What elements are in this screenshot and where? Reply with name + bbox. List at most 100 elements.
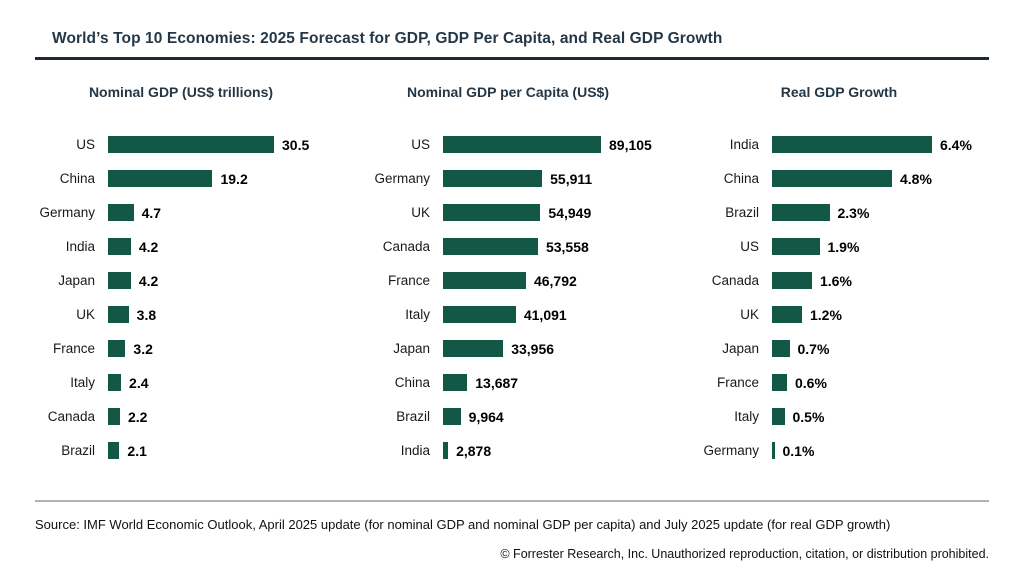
bar-rows: US 89,105 Germany 55,911 UK 54,949 Canada 53,55… bbox=[352, 128, 664, 468]
value-label: 19.2 bbox=[220, 170, 248, 187]
category-label: Brazil bbox=[725, 205, 759, 220]
category-label: Brazil bbox=[61, 443, 95, 458]
bar bbox=[443, 408, 461, 425]
bar bbox=[108, 306, 129, 323]
bar-row: UK 1.2% bbox=[689, 298, 989, 332]
value-label: 4.7 bbox=[141, 204, 162, 221]
panel-nominal-gdp: Nominal GDP (US$ trillions) US 30.5 China 1… bbox=[35, 84, 327, 468]
bar-row: India 2,878 bbox=[352, 434, 664, 468]
bar-row: France 0.6% bbox=[689, 366, 989, 400]
value-label: 2.2 bbox=[127, 408, 148, 425]
bar-row: Brazil 2.1 bbox=[35, 434, 327, 468]
bar bbox=[772, 306, 802, 323]
panel-gdp-per-capita: Nominal GDP per Capita (US$) US 89,105 Ger… bbox=[352, 84, 664, 468]
value-label: 46,792 bbox=[533, 272, 577, 289]
category-label: France bbox=[387, 273, 430, 288]
category-label: Germany bbox=[703, 443, 759, 458]
category-label: UK bbox=[76, 307, 95, 322]
value-label: 4.2 bbox=[138, 272, 159, 289]
bar bbox=[108, 442, 120, 459]
bar-row: Italy 0.5% bbox=[689, 400, 989, 434]
category-label: US bbox=[411, 137, 430, 152]
bar-row: Canada 1.6% bbox=[689, 264, 989, 298]
value-label: 6.4% bbox=[940, 136, 972, 153]
bar bbox=[443, 374, 468, 391]
category-label: Italy bbox=[405, 307, 430, 322]
category-label: Canada bbox=[711, 273, 759, 288]
bar bbox=[772, 204, 830, 221]
value-label: 54,949 bbox=[548, 204, 592, 221]
bar bbox=[108, 272, 131, 289]
page-title: World’s Top 10 Economies: 2025 Forecast … bbox=[52, 30, 723, 47]
bar bbox=[772, 272, 812, 289]
category-label: Italy bbox=[734, 409, 759, 424]
bar-row: France 3.2 bbox=[35, 332, 327, 366]
value-label: 3.8 bbox=[136, 306, 157, 323]
value-label: 33,956 bbox=[511, 340, 555, 357]
category-label: China bbox=[723, 171, 759, 186]
value-label: 55,911 bbox=[550, 170, 593, 187]
bar-row: US 30.5 bbox=[35, 128, 327, 162]
value-label: 13,687 bbox=[475, 374, 519, 391]
bar bbox=[772, 442, 775, 459]
title-divider bbox=[35, 57, 989, 60]
copyright-note: © Forrester Research, Inc. Unauthorized … bbox=[500, 546, 989, 561]
bar-row: Japan 0.7% bbox=[689, 332, 989, 366]
bar bbox=[443, 340, 504, 357]
category-label: Canada bbox=[47, 409, 95, 424]
bar bbox=[108, 170, 213, 187]
value-label: 1.2% bbox=[810, 306, 842, 323]
category-label: China bbox=[394, 375, 430, 390]
bar bbox=[443, 170, 543, 187]
bar bbox=[443, 238, 538, 255]
bar-row: Canada 2.2 bbox=[35, 400, 327, 434]
value-label: 1.6% bbox=[820, 272, 852, 289]
panel-nominal-gdp-title: Nominal GDP (US$ trillions) bbox=[88, 83, 274, 100]
value-label: 2.4 bbox=[129, 374, 149, 391]
category-label: Japan bbox=[58, 273, 95, 288]
bar-row: Germany 0.1% bbox=[689, 434, 989, 468]
category-label: Germany bbox=[374, 171, 430, 186]
bar bbox=[772, 170, 892, 187]
category-label: Germany bbox=[39, 205, 95, 220]
category-label: Japan bbox=[393, 341, 430, 356]
value-label: 2.3% bbox=[837, 204, 870, 221]
value-label: 53,558 bbox=[545, 238, 589, 255]
bar-row: India 4.2 bbox=[35, 230, 327, 264]
value-label: 2.1 bbox=[127, 442, 147, 459]
bar-row: Italy 2.4 bbox=[35, 366, 327, 400]
bar bbox=[772, 340, 790, 357]
bar bbox=[772, 238, 820, 255]
panel-real-gdp-growth-title: Real GDP Growth bbox=[780, 83, 898, 100]
value-label: 0.1% bbox=[782, 442, 815, 459]
bar bbox=[108, 204, 134, 221]
category-label: India bbox=[400, 443, 430, 458]
category-label: Japan bbox=[722, 341, 759, 356]
category-label: UK bbox=[740, 307, 759, 322]
value-label: 1.9% bbox=[827, 238, 860, 255]
bar-row: China 13,687 bbox=[352, 366, 664, 400]
footer-divider bbox=[35, 499, 989, 502]
category-label: Italy bbox=[70, 375, 95, 390]
bar-row: Japan 4.2 bbox=[35, 264, 327, 298]
bar-row: China 4.8% bbox=[689, 162, 989, 196]
category-label: India bbox=[729, 137, 759, 152]
bar bbox=[772, 374, 787, 391]
bar-row: US 89,105 bbox=[352, 128, 664, 162]
bar bbox=[772, 408, 785, 425]
bar-row: US 1.9% bbox=[689, 230, 989, 264]
category-label: US bbox=[76, 137, 95, 152]
bar bbox=[108, 238, 131, 255]
bar-row: India 6.4% bbox=[689, 128, 989, 162]
value-label: 3.2 bbox=[133, 340, 153, 357]
bar-row: China 19.2 bbox=[35, 162, 327, 196]
bar-rows: US 30.5 China 19.2 Germany 4.7 India 4.2 Japan 4.… bbox=[35, 128, 327, 468]
bar-row: Germany 4.7 bbox=[35, 196, 327, 230]
category-label: France bbox=[52, 341, 95, 356]
bar-rows: India 6.4% China 4.8% Brazil 2.3% US 1.9% Canada… bbox=[689, 128, 989, 468]
value-label: 0.5% bbox=[792, 408, 825, 425]
bar bbox=[108, 408, 120, 425]
bar-row: Japan 33,956 bbox=[352, 332, 664, 366]
panel-gdp-per-capita-title: Nominal GDP per Capita (US$) bbox=[406, 83, 609, 100]
value-label: 0.7% bbox=[797, 340, 830, 357]
